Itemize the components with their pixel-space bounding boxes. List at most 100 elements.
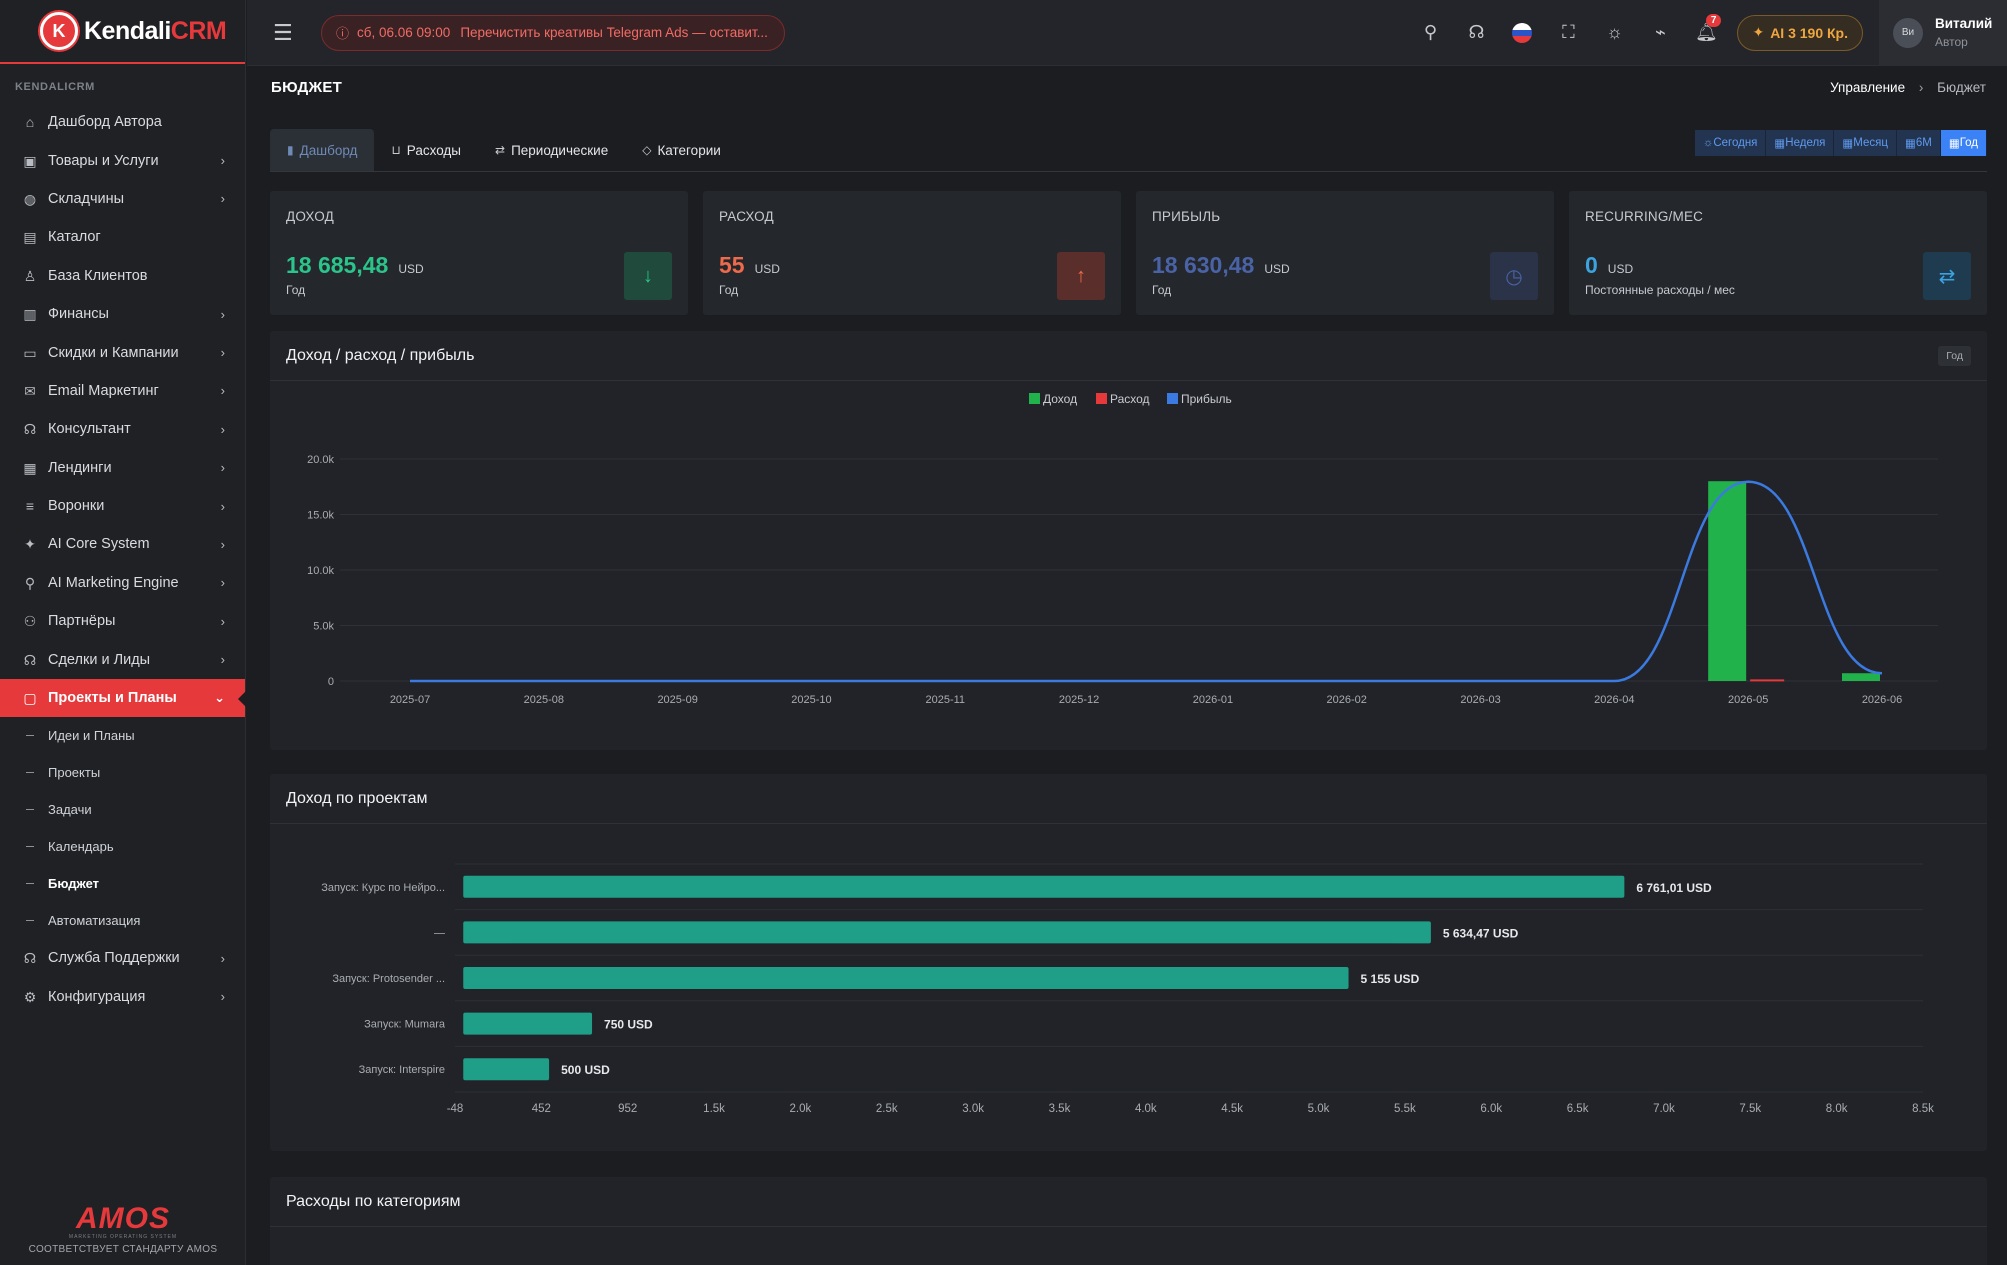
brand-name-accent: CRM (170, 16, 227, 45)
sidebar-item-2[interactable]: ◍ Складчины › (0, 180, 245, 218)
chart-icon: ▮ (287, 143, 294, 157)
alert-text: Перечистить креативы Telegram Ads — оста… (460, 25, 768, 40)
chevron-right-icon: › (220, 950, 225, 966)
sidebar-subitem[interactable]: Идеи и Планы (0, 717, 245, 754)
sidebar-item-10[interactable]: ≡ Воронки › (0, 487, 245, 525)
activity-icon[interactable]: ⌁ (1655, 22, 1666, 42)
sidebar-item-after-1[interactable]: ⚙ Конфигурация › (0, 978, 245, 1016)
ai-credits-button[interactable]: ✦ AI 3 190 Кр. (1737, 14, 1863, 51)
period-label: Неделя (1785, 137, 1826, 149)
sidebar-item-5[interactable]: ▥ Финансы › (0, 295, 245, 333)
x-tick-label: 8.0k (1826, 1103, 1848, 1115)
card-subtitle: Год (1152, 283, 1172, 297)
breadcrumb-parent[interactable]: Управление (1830, 79, 1906, 95)
arrow-up-icon: ↑ (1057, 252, 1105, 300)
sidebar-subitem[interactable]: Календарь (0, 828, 245, 865)
dash-icon (26, 735, 34, 737)
tag-icon: ◇ (642, 143, 652, 157)
category-label: Запуск: Mumara (364, 1019, 446, 1031)
reminder-alert[interactable]: ⓘ сб, 06.06 09:00 Перечистить креативы T… (321, 14, 785, 51)
card-currency: USD (1607, 262, 1634, 276)
fullscreen-icon[interactable]: ⛶ (1562, 22, 1575, 42)
language-flag-ru-icon[interactable] (1499, 22, 1545, 44)
trend-icon: ◷ (1490, 252, 1538, 300)
sidebar-item-6[interactable]: ▭ Скидки и Кампании › (0, 333, 245, 371)
sidebar-item-after-0[interactable]: ☊ Служба Поддержки › (0, 939, 245, 977)
arrow-down-icon: ↓ (624, 252, 672, 300)
notifications-bell-icon[interactable]: 🔔︎ 7 (1683, 14, 1729, 43)
box-icon: ▣ (23, 152, 37, 169)
sidebar-item-1[interactable]: ▣ Товары и Услуги › (0, 141, 245, 179)
x-tick-label: 4.0k (1135, 1103, 1157, 1115)
x-tick-label: 2026-06 (1862, 694, 1902, 706)
sidebar-item-9[interactable]: ▦ Лендинги › (0, 449, 245, 487)
lightbulb-icon[interactable]: ⚲ (1423, 22, 1438, 42)
sidebar-item-label: Сделки и Лиды (48, 651, 151, 668)
handshake-icon: ☊ (23, 651, 37, 668)
sidebar-item-7[interactable]: ✉ Email Маркетинг › (0, 372, 245, 410)
period-button-0[interactable]: ☼ Сегодня (1694, 130, 1767, 156)
sidebar-subitem[interactable]: Задачи (0, 791, 245, 828)
tab-0[interactable]: ▮ Дашборд (270, 129, 375, 171)
sidebar-subitem[interactable]: Проекты (0, 754, 245, 791)
sidebar-subitem-label: Задачи (48, 802, 92, 818)
period-button-2[interactable]: ▦ Месяц (1834, 130, 1897, 156)
tab-3[interactable]: ◇ Категории (625, 129, 738, 171)
sidebar-subitem-label: Идеи и Планы (48, 728, 135, 744)
topbar: ☰ ⓘ сб, 06.06 09:00 Перечистить креативы… (247, 0, 2007, 66)
sidebar-item-projects[interactable]: ▢ Проекты и Планы ⌄ (0, 678, 246, 718)
bar-income (1842, 673, 1880, 681)
folder-icon: ▢ (23, 690, 37, 707)
theme-sun-icon[interactable]: ☼ (1606, 22, 1623, 42)
income-expense-profit-panel: Доход / расход / прибыль Год Доход Расход… (270, 331, 1987, 750)
summary-card-0: ДОХОД 18 685,48 USD Год ↓ (270, 191, 688, 315)
hamburger-menu-icon[interactable]: ☰ (273, 19, 293, 45)
x-tick-label: 452 (532, 1103, 551, 1115)
headset-icon: ☊ (23, 421, 37, 438)
x-tick-label: 2026-05 (1728, 694, 1768, 706)
sidebar-item-13[interactable]: ⚇ Партнёры › (0, 602, 245, 640)
tab-1[interactable]: ⊔ Расходы (374, 129, 478, 171)
legend-swatch (1167, 393, 1178, 404)
sidebar-item-3[interactable]: ▤ Каталог (0, 218, 245, 256)
sidebar-item-0[interactable]: ⌂ Дашборд Автора (0, 103, 245, 141)
sidebar-item-12[interactable]: ⚲ AI Marketing Engine › (0, 564, 245, 602)
sidebar-item-14[interactable]: ☊ Сделки и Лиды › (0, 640, 245, 678)
sidebar-subitem[interactable]: Бюджет (0, 865, 245, 902)
period-button-3[interactable]: ▦ 6М (1896, 130, 1941, 156)
x-tick-label: 7.0k (1653, 1103, 1675, 1115)
sidebar: K KendaliCRM KENDALICRM ⌂ Дашборд Автора ▣… (0, 0, 246, 1265)
legend-swatch (1029, 393, 1040, 404)
logo-mark-icon: K (40, 12, 78, 50)
headset-icon[interactable]: ☊ (1468, 22, 1485, 42)
tab-2[interactable]: ⇄ Периодические (478, 129, 625, 171)
sidebar-item-label: Дашборд Автора (48, 114, 162, 131)
user-menu[interactable]: Ви Виталий Автор (1879, 0, 2007, 66)
sidebar-item-11[interactable]: ✦ AI Core System › (0, 525, 245, 563)
sidebar-item-8[interactable]: ☊ Консультант › (0, 410, 245, 448)
period-button-4[interactable]: ▦ Год (1940, 130, 1987, 156)
bar-value-label: 5 155 USD (1361, 972, 1420, 986)
legend-swatch (1096, 393, 1107, 404)
sidebar-item-4[interactable]: ♙ База Клиентов (0, 257, 245, 295)
sidebar-item-label: Воронки (48, 498, 105, 515)
panel-header: Доход по проектам (270, 774, 1987, 824)
bar-value-label: 500 USD (561, 1063, 610, 1077)
sparkle-icon: ✦ (24, 536, 36, 553)
sidebar-item-label: База Клиентов (48, 267, 148, 284)
sidebar-footer: AMOS MARKETING OPERATING SYSTEM СООТВЕТС… (0, 1202, 246, 1255)
calendar-icon: ▦ (1948, 138, 1960, 150)
x-tick-label: 2026-04 (1594, 694, 1634, 706)
x-tick-label: 6.5k (1567, 1103, 1589, 1115)
sidebar-subitem[interactable]: Автоматизация (0, 902, 245, 939)
legend-label: Доход (1043, 392, 1077, 406)
brand-logo[interactable]: K KendaliCRM (0, 0, 245, 64)
period-button-1[interactable]: ▦ Неделя (1766, 130, 1835, 156)
cart-icon: ⊔ (391, 143, 401, 157)
avatar: Ви (1893, 17, 1923, 48)
category-label: Запуск: Protosender ... (332, 973, 445, 985)
project-bar (463, 1012, 593, 1035)
card-value: 18 685,48 (286, 252, 389, 278)
page-header: БЮДЖЕТ Управление › Бюджет (247, 67, 2007, 107)
legend-label: Прибыль (1181, 392, 1232, 406)
